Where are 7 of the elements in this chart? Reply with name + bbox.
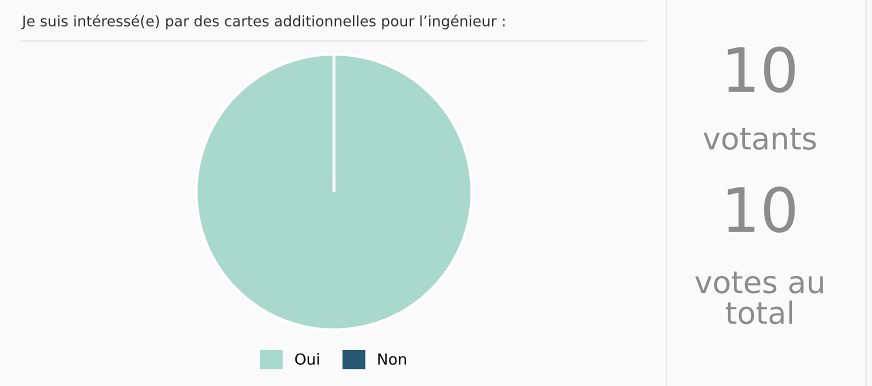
text: 10 — [728, 46, 795, 93]
legend-label: Oui — [295, 353, 319, 365]
text: votants — [704, 128, 816, 150]
legend-label: Non — [378, 354, 406, 365]
text: 10 — [728, 186, 795, 233]
text: votes au total — [695, 272, 823, 324]
chart-title: Je suis intéressé(e) par des cartes additionnelles pour l’ingénieur : — [21, 14, 505, 30]
